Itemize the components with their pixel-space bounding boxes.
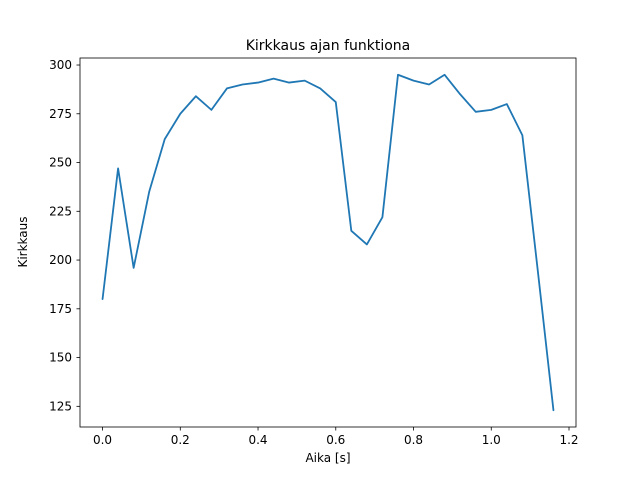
- y-axis-label: Kirkkaus: [16, 216, 30, 267]
- x-tick-label: 1.0: [482, 433, 501, 447]
- x-tick-label: 0.2: [171, 433, 190, 447]
- y-tick-label: 275: [49, 107, 72, 121]
- y-tick-label: 150: [49, 351, 72, 365]
- x-axis-label: Aika [s]: [305, 451, 350, 465]
- y-tick-label: 200: [49, 253, 72, 267]
- x-tick-label: 1.2: [559, 433, 578, 447]
- x-tick-label: 0.0: [93, 433, 112, 447]
- y-tick-label: 250: [49, 156, 72, 170]
- plot-area: [79, 57, 577, 428]
- y-axis-ticks: 125 150 175 200 225 250 275 300: [49, 58, 80, 413]
- y-tick-label: 125: [49, 399, 72, 413]
- x-axis-ticks: 0.0 0.2 0.4 0.6 0.8 1.0 1.2: [93, 427, 579, 447]
- data-series: [101, 73, 555, 412]
- y-tick-label: 225: [49, 204, 72, 218]
- y-tick-label: 300: [49, 58, 72, 72]
- x-tick-label: 0.6: [326, 433, 345, 447]
- data-line: [101, 73, 555, 412]
- axes-spines: [79, 57, 577, 428]
- y-tick-label: 175: [49, 302, 72, 316]
- x-tick-label: 0.4: [248, 433, 267, 447]
- chart-title: Kirkkaus ajan funktiona: [246, 38, 411, 54]
- x-tick-label: 0.8: [404, 433, 423, 447]
